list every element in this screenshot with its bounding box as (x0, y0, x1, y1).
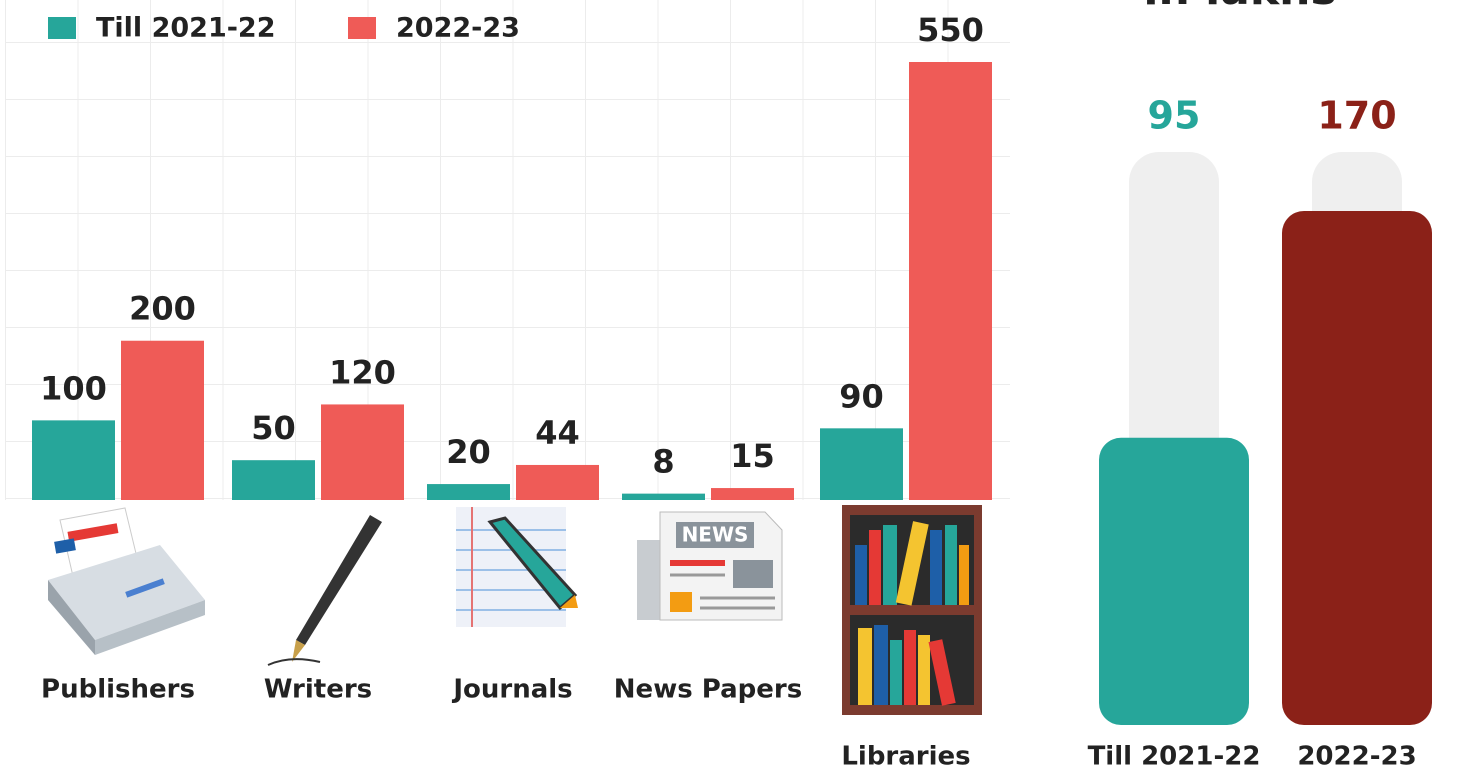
value-label: 44 (535, 414, 580, 452)
bar (121, 340, 204, 500)
notepad-icon (456, 507, 578, 627)
value-label: 170 (1317, 94, 1396, 138)
capsule-bar (1099, 437, 1249, 725)
bar-chart: Till 2021-22 100 50 20 8 90 2022-23 200 120 44 15 5… (32, 11, 992, 772)
legend-label: Till 2021-22 (96, 13, 276, 44)
bar (321, 404, 404, 500)
category-label: Journals (451, 675, 572, 705)
value-label: 200 (129, 290, 196, 328)
capsule-bar (1282, 211, 1432, 725)
legend-label: 2022-23 (396, 13, 520, 44)
value-label: 15 (730, 437, 775, 475)
bar (820, 428, 903, 500)
bar (516, 464, 599, 500)
svg-text:NEWS: NEWS (682, 523, 749, 547)
category-label: Writers (264, 675, 372, 705)
value-label: 95 (1148, 94, 1201, 138)
value-label: 100 (40, 369, 107, 407)
bar (232, 460, 315, 500)
value-label: 90 (839, 377, 884, 415)
value-label: 120 (329, 353, 396, 391)
category-label: 2022-23 (1297, 742, 1416, 772)
bar (909, 62, 992, 500)
category-label: Publishers (41, 675, 195, 705)
bar (427, 484, 510, 500)
category-label: Till 2021-22 (1088, 742, 1261, 772)
chart-title: in lakhs (1143, 0, 1336, 15)
bar (32, 420, 115, 500)
value-label: 50 (251, 409, 296, 447)
printer-icon (48, 507, 205, 655)
legend-swatch (48, 17, 76, 39)
capsule-chart: in lakhs 95 Till 2021-22 170 2022-23 (1088, 0, 1432, 772)
bar (622, 493, 705, 500)
pen-icon (267, 515, 382, 666)
category-label: Libraries (841, 742, 970, 772)
newspaper-icon: NEWS (637, 511, 783, 621)
bookshelf-icon (842, 505, 982, 715)
category-label: News Papers (614, 675, 802, 705)
bar (711, 488, 794, 500)
value-label: 20 (446, 433, 491, 471)
value-label: 550 (917, 11, 984, 49)
value-label: 8 (652, 443, 674, 481)
legend-swatch (348, 17, 376, 39)
